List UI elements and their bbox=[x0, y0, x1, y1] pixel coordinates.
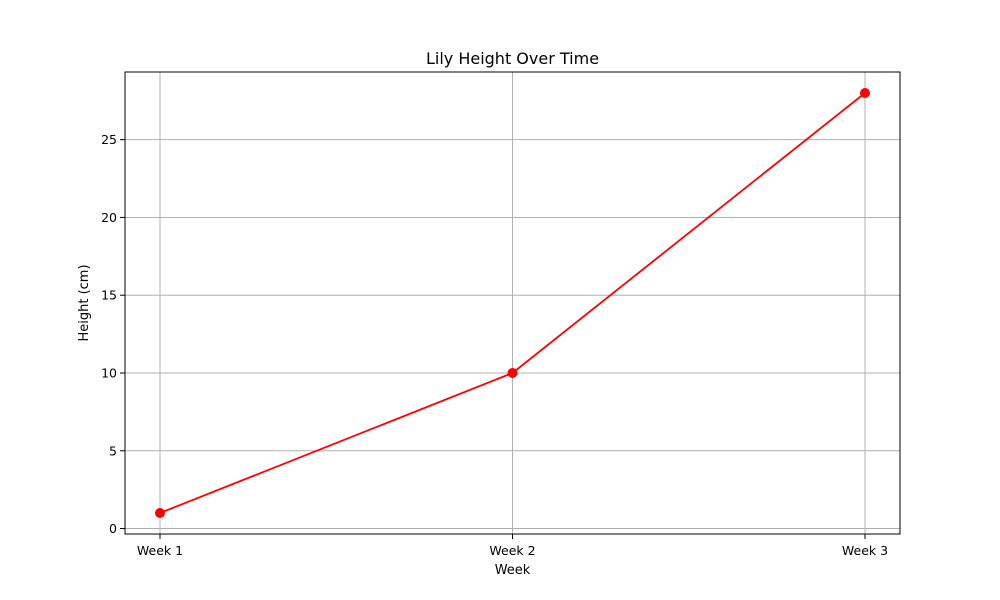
data-point bbox=[507, 368, 518, 378]
x-axis-ticks: Week 1 Week 2 Week 3 bbox=[137, 534, 888, 558]
data-point bbox=[860, 88, 870, 98]
y-tick-label: 0 bbox=[109, 521, 117, 536]
y-tick-label: 20 bbox=[101, 210, 117, 225]
y-tick-label: 15 bbox=[101, 288, 117, 303]
y-axis-label: Height (cm) bbox=[77, 264, 92, 341]
chart-title: Lily Height Over Time bbox=[426, 49, 599, 68]
y-axis-ticks: 0 5 10 15 20 25 bbox=[101, 132, 125, 536]
series-layer bbox=[155, 88, 870, 518]
data-point bbox=[155, 508, 165, 518]
grid-lines bbox=[125, 72, 900, 534]
y-tick-label: 10 bbox=[101, 366, 117, 381]
x-tick-label: Week 3 bbox=[842, 543, 888, 558]
x-tick-label: Week 2 bbox=[489, 543, 535, 558]
y-tick-label: 25 bbox=[101, 132, 117, 147]
x-tick-label: Week 1 bbox=[137, 543, 183, 558]
y-tick-label: 5 bbox=[109, 443, 117, 458]
x-axis-label: Week bbox=[495, 563, 531, 578]
